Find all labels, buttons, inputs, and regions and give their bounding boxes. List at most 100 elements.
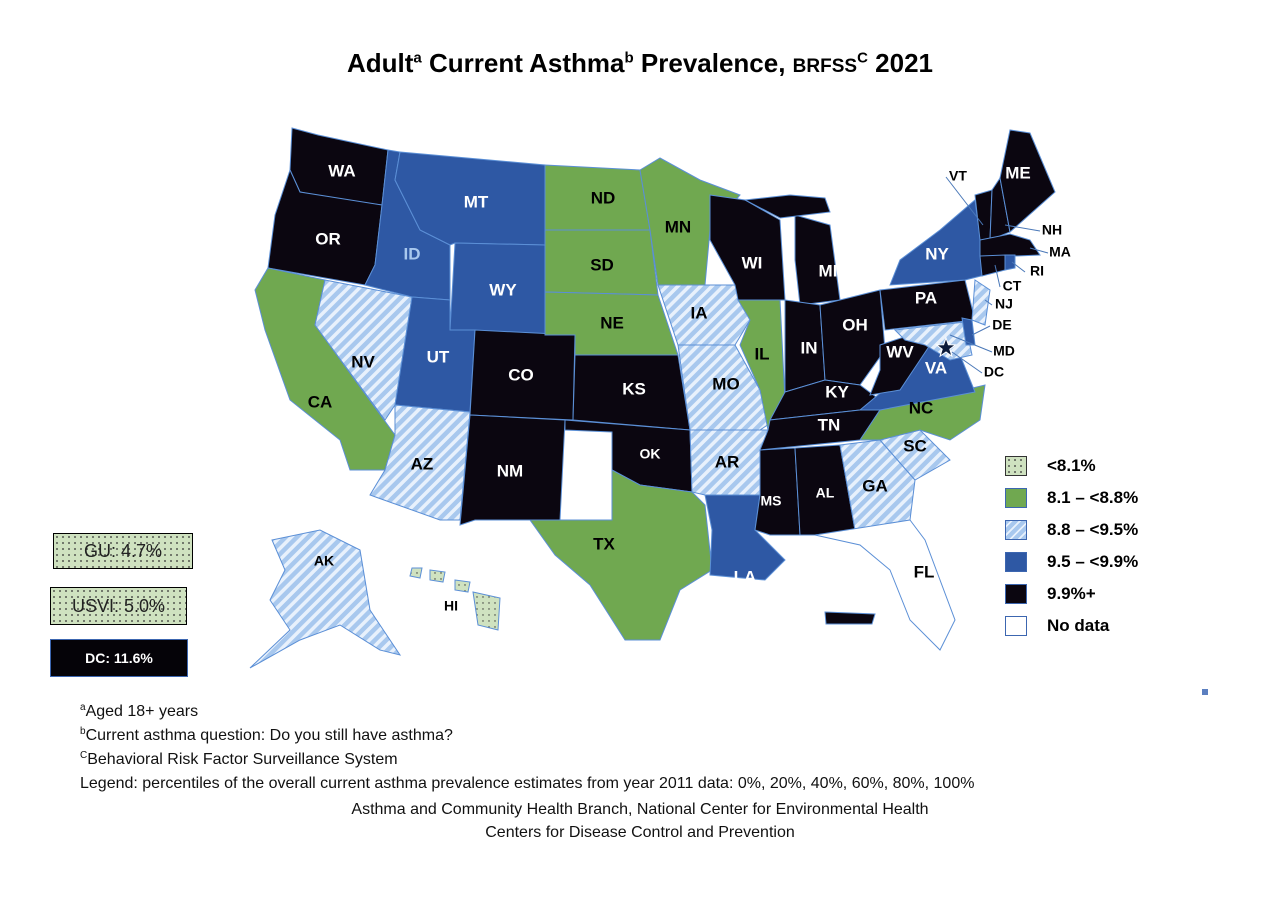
legend-label: 9.9%+ [1047,584,1096,603]
legend-item: 8.1 – <8.8% [1005,482,1138,514]
state-mi [794,214,841,306]
state-label-ct: CT [1003,278,1022,294]
state-label-nm: NM [497,461,523,480]
state-label-pa: PA [915,288,937,307]
title-brfss: BRFSS [792,56,858,77]
legend-label: 8.8 – <9.5% [1047,520,1139,539]
footnote: Legend: percentiles of the overall curre… [80,772,1230,796]
state-label-fl: FL [914,562,935,581]
state-ny [889,199,986,286]
footnote-text: Current asthma question: Do you still ha… [85,727,453,744]
state-label-az: AZ [411,454,434,473]
state-label-hi: HI [444,598,458,614]
legend-swatch [1005,616,1027,636]
title-sup: C [857,49,868,67]
title-sup: b [624,49,634,67]
state-label-la: LA [734,567,757,586]
state-label-id: ID [404,244,421,263]
legend-swatch [1005,520,1027,540]
dc-box: DC: 11.6% [50,639,188,677]
state-label-sc: SC [903,436,927,455]
state-label-wv: WV [886,342,914,361]
state-label-nd: ND [591,188,616,207]
state-label-nc: NC [909,398,934,417]
legend-swatch [1005,456,1027,476]
state-label-il: IL [754,344,769,363]
gu-box: GU: 4.7% [53,533,193,569]
state-il [737,299,786,432]
state-label-wi: WI [742,253,763,272]
leader-line [1029,247,1049,254]
footnote-text: Aged 18+ years [85,703,199,720]
legend-item: <8.1% [1005,450,1138,482]
state-label-ri: RI [1030,263,1044,279]
state-label-in: IN [801,338,818,357]
title-text: Prevalence, [633,48,793,78]
state-ak [249,529,402,669]
state-hi [472,591,501,631]
state-label-mi: MI [819,261,838,280]
state-hi [454,579,471,593]
state-label-nv: NV [351,352,375,371]
state-label-va: VA [925,358,947,377]
state-ga [839,439,916,531]
legend-label: 9.5 – <9.9% [1047,552,1139,571]
state-label-ny: NY [925,244,949,263]
state-label-oh: OH [842,315,868,334]
footnote: CBehavioral Risk Factor Surveillance Sys… [80,748,1230,772]
state-mi [743,194,831,219]
state-label-wy: WY [489,280,517,299]
legend-item: 9.9%+ [1005,578,1138,610]
state-oh [819,289,886,386]
state-label-ia: IA [691,303,708,322]
state-label-de: DE [992,317,1011,333]
map-title: Adulta Current Asthmab Prevalence, BRFSS… [0,48,1280,79]
state-label-tx: TX [593,534,615,553]
leader-line [1004,224,1041,232]
footnote-text: Legend: percentiles of the overall curre… [80,775,975,792]
legend-item: No data [1005,610,1138,642]
state-label-ks: KS [622,379,646,398]
state-label-mo: MO [712,374,739,393]
state-label-al: AL [816,485,835,501]
state-label-nh: NH [1042,222,1062,238]
leader-line [984,299,993,306]
state-label-sd: SD [590,255,614,274]
leader-line [994,264,1001,288]
state-label-ar: AR [715,452,740,471]
state-ms [754,447,801,536]
legend-item: 9.5 – <9.9% [1005,546,1138,578]
state-label-vt: VT [949,168,967,184]
state-label-wa: WA [328,161,355,180]
state-label-ne: NE [600,313,624,332]
state-label-ms: MS [761,493,782,509]
footnote: bCurrent asthma question: Do you still h… [80,724,1230,748]
leader-line [945,176,984,226]
state-label-dc: DC [984,364,1004,380]
title-text: Adult [347,48,414,78]
legend-item: 8.8 – <9.5% [1005,514,1138,546]
state-label-mn: MN [665,217,691,236]
state-label-co: CO [508,365,534,384]
state-fl [814,519,956,651]
title-year: 2021 [867,48,933,78]
title-text: Current Asthma [421,48,625,78]
state-label-ky: KY [825,382,849,401]
state-nv [314,279,413,421]
state-pr [824,611,876,625]
state-nj [971,279,991,326]
legend-label: No data [1047,616,1110,635]
state-label-ma: MA [1049,244,1071,260]
footnote-marker: a [80,702,86,713]
usvi-box: USVI: 5.0% [50,587,187,625]
leader-line [1011,261,1026,273]
state-hi [409,567,423,579]
footnote: aAged 18+ years [80,700,1230,724]
state-label-nj: NJ [995,296,1013,312]
state-ct [979,254,1006,277]
state-label-ak: AK [314,553,334,569]
state-label-md: MD [993,343,1015,359]
state-label-ga: GA [862,476,888,495]
legend-label: <8.1% [1047,456,1096,475]
